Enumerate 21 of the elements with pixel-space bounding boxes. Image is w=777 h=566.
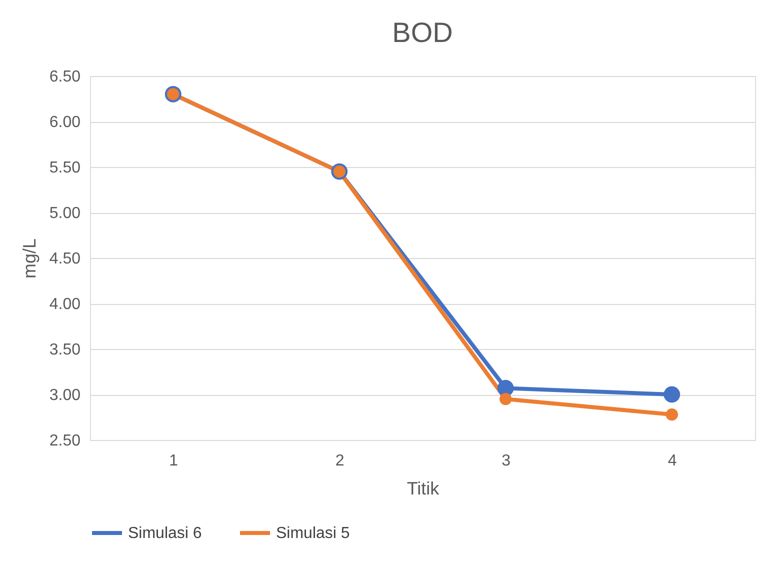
legend-label: Simulasi 5: [276, 525, 350, 542]
y-tick-label: 6.00: [49, 114, 81, 131]
y-tick-label: 3.50: [49, 342, 81, 358]
point: [500, 392, 512, 406]
y-tick-label: 3.00: [49, 387, 81, 404]
x-tick-label: 4: [668, 452, 677, 470]
x-tick-label: 3: [502, 452, 511, 470]
y-tick-label: 4.50: [49, 250, 81, 268]
y-tick-label: 2.50: [49, 432, 81, 450]
y-tick-label: 5.00: [49, 205, 81, 222]
chart-title: BOD: [392, 17, 453, 48]
y-tick-label: 5.50: [49, 160, 81, 176]
y-axis-title: mg/L: [19, 238, 40, 279]
legend-label: Simulasi 6: [128, 525, 202, 542]
y-tick-label: 6.50: [49, 68, 81, 86]
x-tick-label: 2: [335, 452, 344, 470]
x-axis-title: Titik: [406, 478, 440, 498]
point: [664, 386, 680, 403]
x-tick-label: 1: [169, 452, 178, 470]
point: [666, 408, 678, 421]
y-tick-label: 4.00: [49, 296, 81, 313]
